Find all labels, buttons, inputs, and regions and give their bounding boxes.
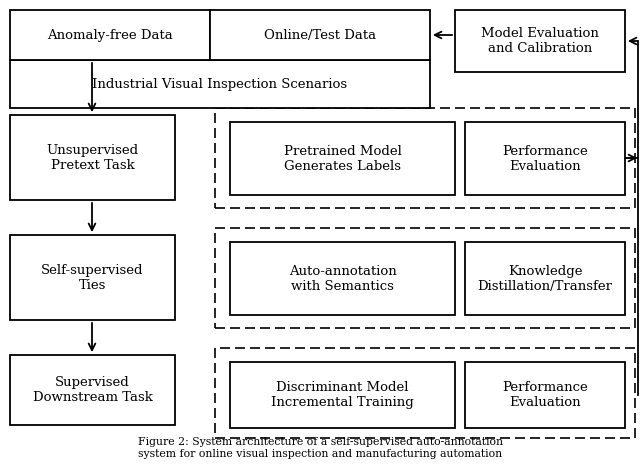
FancyBboxPatch shape	[210, 10, 430, 60]
FancyBboxPatch shape	[455, 10, 625, 72]
Text: Online/Test Data: Online/Test Data	[264, 29, 376, 41]
Text: Anomaly-free Data: Anomaly-free Data	[47, 29, 173, 41]
Text: Knowledge
Distillation/Transfer: Knowledge Distillation/Transfer	[477, 265, 612, 293]
FancyBboxPatch shape	[230, 242, 455, 315]
Text: Performance
Evaluation: Performance Evaluation	[502, 144, 588, 173]
Text: Discriminant Model
Incremental Training: Discriminant Model Incremental Training	[271, 381, 414, 409]
FancyBboxPatch shape	[465, 242, 625, 315]
FancyBboxPatch shape	[465, 362, 625, 428]
Text: Figure 2: System architecture of a self-supervised auto-annotation
system for on: Figure 2: System architecture of a self-…	[138, 438, 502, 459]
Text: Performance
Evaluation: Performance Evaluation	[502, 381, 588, 409]
Text: Industrial Visual Inspection Scenarios: Industrial Visual Inspection Scenarios	[92, 77, 348, 91]
Text: Auto-annotation
with Semantics: Auto-annotation with Semantics	[289, 265, 396, 293]
FancyBboxPatch shape	[230, 122, 455, 195]
FancyBboxPatch shape	[10, 10, 210, 60]
FancyBboxPatch shape	[10, 60, 430, 108]
Text: Self-supervised
Ties: Self-supervised Ties	[41, 264, 144, 292]
FancyBboxPatch shape	[10, 355, 175, 425]
FancyBboxPatch shape	[10, 235, 175, 320]
Text: Unsupervised
Pretext Task: Unsupervised Pretext Task	[47, 144, 139, 172]
Text: Supervised
Downstream Task: Supervised Downstream Task	[33, 376, 152, 404]
FancyBboxPatch shape	[230, 362, 455, 428]
Text: Model Evaluation
and Calibration: Model Evaluation and Calibration	[481, 27, 599, 55]
FancyBboxPatch shape	[465, 122, 625, 195]
Text: Pretrained Model
Generates Labels: Pretrained Model Generates Labels	[284, 144, 401, 173]
FancyBboxPatch shape	[10, 115, 175, 200]
